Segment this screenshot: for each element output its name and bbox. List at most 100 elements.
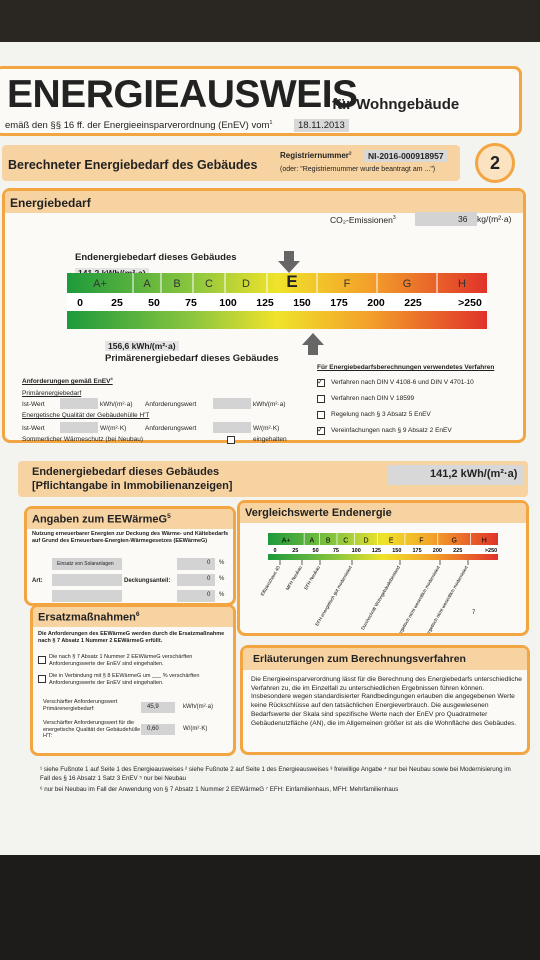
section-title: Berechneter Energiebedarf des Gebäudes <box>8 158 258 172</box>
scale-tick-label: 200 <box>367 297 385 309</box>
eewaermeg-box: Angaben zum EEWärmeG5 Nutzung erneuerbar… <box>24 506 236 606</box>
scale-tick-label: 175 <box>413 548 422 554</box>
box-title: Erläuterungen zum Berechnungsverfahren <box>253 653 466 665</box>
option: Die in Verbindung mit § 8 EEWärmeG um __… <box>49 673 200 686</box>
check-mark: ✓ <box>317 377 324 386</box>
scale-tick-label: 75 <box>333 548 339 554</box>
scale-tick-label: >250 <box>485 548 497 554</box>
class-label: E <box>389 538 394 545</box>
comparison-label: EFH Neubau <box>303 565 321 591</box>
subtitle: emäß den §§ 16 ff. der Energieeinsparver… <box>5 120 273 131</box>
co2-value: 36 <box>458 214 468 224</box>
scale-tick-label: 225 <box>404 297 422 309</box>
box-title: Angaben zum EEWärmeG5 <box>32 513 171 526</box>
class-label: E <box>286 272 297 291</box>
subtitle-text: emäß den §§ 16 ff. der Energieeinsparver… <box>5 120 270 132</box>
scale-tick-label: 225 <box>453 548 462 554</box>
explanation-box: Erläuterungen zum Berechnungsverfahren D… <box>240 645 530 755</box>
required-label: Anforderungswert <box>145 401 197 408</box>
requirements-title: Anforderungen gemäß EnEV4 <box>22 376 113 385</box>
scale-tick-label: 150 <box>392 548 401 554</box>
unit: kWh/(m²·a) <box>183 704 213 710</box>
registration-label: Registriernummer2 <box>280 151 352 160</box>
section-header: Berechneter Energiebedarf des Gebäudes R… <box>2 145 460 181</box>
checkbox <box>227 436 235 444</box>
scale-tick-label: 75 <box>185 297 197 309</box>
scale-tick-label: 200 <box>433 548 442 554</box>
unit: W/(m²·K) <box>253 425 280 432</box>
envelope-label: Energetische Qualität der Gebäudehülle H… <box>22 412 150 419</box>
class-label: A <box>143 278 151 290</box>
box-header <box>5 191 523 213</box>
label: CO₂-Emissionen <box>330 215 393 225</box>
table-surface <box>0 855 540 960</box>
envelope-label: Verschärfter Anforderungswert für die en… <box>43 720 141 740</box>
box-header <box>27 509 233 529</box>
checkbox <box>317 411 325 419</box>
class-label: A+ <box>93 278 107 290</box>
envelope-value: 0,60 <box>147 726 159 732</box>
title-suffix: für Wohngebäude <box>332 96 460 113</box>
class-label: A <box>309 538 314 545</box>
primary-value: 156,6 kWh/(m²·a) <box>105 341 179 351</box>
comparison-box: Vergleichswerte Endenergie A+ A B C D E F G H 0 25… <box>237 500 529 636</box>
box-header <box>243 648 527 670</box>
class-label: D <box>242 278 250 290</box>
box-header <box>240 503 526 523</box>
class-label: A+ <box>282 538 291 545</box>
scale-tick-label: 175 <box>330 297 348 309</box>
class-label: B <box>326 538 331 545</box>
input-field <box>60 422 98 433</box>
input-field <box>60 398 98 409</box>
kind-label: Art: <box>32 578 43 584</box>
scale-tick-label: 125 <box>372 548 381 554</box>
class-label: G <box>403 278 412 290</box>
date: 18.11.2013 <box>294 119 349 132</box>
co2-unit: kg/(m²·a) <box>477 214 512 224</box>
checkbox <box>38 675 46 683</box>
input-field <box>177 590 215 602</box>
class-label: F <box>419 538 423 545</box>
comparison-label: MFH Neubau <box>285 565 303 592</box>
procedure-label: Regelung nach § 3 Absatz 5 EnEV <box>331 411 431 418</box>
class-label: C <box>205 278 213 290</box>
energy-scale: A+ A B C D E F G H 0 25 50 75 100 125 150 175 200 225 >250 <box>67 251 487 355</box>
explanation-text: Die Energieeinsparverordnung lässt für d… <box>251 676 522 727</box>
checkbox: ✓ <box>317 377 325 387</box>
actual-label: Ist-Wert <box>22 425 45 432</box>
input-field <box>213 398 251 409</box>
checkbox <box>317 395 325 403</box>
page-number: 2 <box>475 143 515 183</box>
footnote-ref: 2 <box>348 151 352 157</box>
class-label: H <box>482 538 487 545</box>
share-value: 0 <box>207 576 211 582</box>
primary-label: Verschärfter Anforderungswert Primärener… <box>43 699 118 712</box>
registration-hint: (oder: "Registriernummer wurde beantragt… <box>280 166 436 173</box>
scale-tick-label: 100 <box>352 548 361 554</box>
footnote-ref: 3 <box>392 215 396 222</box>
scale-tick-label: 25 <box>111 297 123 309</box>
procedures-list: ✓ Verfahren nach DIN V 4108-6 und DIN V 4… <box>317 377 517 449</box>
unit: W/(m²·K) <box>100 425 127 432</box>
intro: Nutzung erneuerbarer Energien zur Deckun… <box>32 531 229 544</box>
mini-tick-band <box>268 545 498 554</box>
comparison-label: EFH energetisch gut modernisiert <box>314 564 353 626</box>
mini-bar <box>268 533 498 545</box>
label: Ersatzmaßnahmen <box>38 611 136 624</box>
footnote-ref: 7 <box>472 610 476 616</box>
percent: % <box>219 576 225 582</box>
final-arrow <box>278 251 300 273</box>
box-title: Ersatzmaßnahmen6 <box>38 611 139 624</box>
scale-tick-label: 50 <box>313 548 319 554</box>
final-row: Endenergiebedarf dieses Gebäudes [Pflich… <box>18 461 528 497</box>
co2-field <box>415 212 477 226</box>
class-label: B <box>173 278 180 290</box>
check-mark: ✓ <box>317 425 324 434</box>
label: Anforderungen gemäß EnEV <box>22 378 111 386</box>
class-label: F <box>344 278 351 290</box>
procedure-label: Verfahren nach DIN V 18599 <box>331 395 415 402</box>
scale-tick-label: 125 <box>256 297 274 309</box>
scale-tick-label: 0 <box>77 297 83 309</box>
primary-label: Primärenergiebedarf dieses Gebäudes <box>105 353 279 364</box>
